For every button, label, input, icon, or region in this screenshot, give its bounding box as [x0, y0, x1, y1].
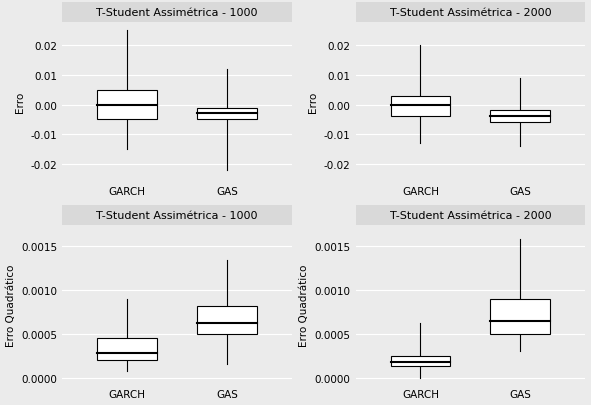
Y-axis label: Erro: Erro — [15, 92, 25, 113]
Bar — [391, 356, 450, 366]
Text: T-Student Assimétrica - 1000: T-Student Assimétrica - 1000 — [96, 8, 258, 18]
Text: T-Student Assimétrica - 2000: T-Student Assimétrica - 2000 — [389, 211, 551, 220]
Bar — [97, 339, 157, 360]
Bar — [97, 91, 157, 120]
Y-axis label: Erro Quadrático: Erro Quadrático — [299, 264, 309, 346]
Bar — [197, 108, 257, 120]
FancyBboxPatch shape — [356, 206, 586, 225]
Text: T-Student Assimétrica - 2000: T-Student Assimétrica - 2000 — [389, 8, 551, 18]
Y-axis label: Erro Quadrático: Erro Quadrático — [5, 264, 15, 346]
Bar — [391, 96, 450, 117]
Bar — [491, 111, 550, 123]
FancyBboxPatch shape — [356, 3, 586, 23]
Text: T-Student Assimétrica - 1000: T-Student Assimétrica - 1000 — [96, 211, 258, 220]
Y-axis label: Erro: Erro — [309, 92, 319, 113]
FancyBboxPatch shape — [62, 3, 292, 23]
Bar — [197, 306, 257, 334]
Bar — [491, 299, 550, 334]
FancyBboxPatch shape — [62, 206, 292, 225]
